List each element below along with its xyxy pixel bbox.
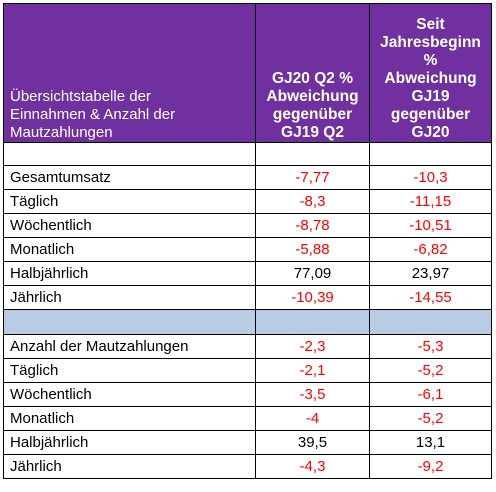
table-row: Monatlich -5,88 -6,82 [3,237,492,262]
ytd-value: -10,51 [369,213,492,238]
table-row: Wöchentlich -8,78 -10,51 [3,213,492,238]
header-label-cell: Übersichtstabelle der Einnahmen & Anzahl… [3,3,256,143]
ytd-value: -6,1 [369,382,492,407]
separator-cell [3,309,256,335]
row-label: Jährlich [3,285,256,310]
table-row: Halbjährlich 77,09 23,97 [3,261,492,286]
q2-value: -3,5 [255,382,370,407]
table-row: Monatlich -4 -5,2 [3,406,492,431]
header-ytd-line: Jahresbeginn [380,34,481,51]
q2-value: 77,09 [255,261,370,286]
table-body: Gesamtumsatz -7,77 -10,3 Täglich -8,3 -11,15 W… [3,142,492,479]
table-row: Halbjährlich 39,5 13,1 [3,430,492,455]
header-ytd-line: Abweichung [384,70,477,87]
row-label: Halbjährlich [3,430,256,455]
ytd-value: -5,2 [369,406,492,431]
blank-row [3,142,492,166]
table-row: Gesamtumsatz -7,77 -10,3 [3,165,492,190]
table-row: Anzahl der Mautzahlungen -2,3 -5,3 [3,334,492,359]
row-label: Monatlich [3,406,256,431]
header-row: Übersichtstabelle der Einnahmen & Anzahl… [3,3,492,143]
ytd-value: -10,3 [369,165,492,190]
header-ytd-line: Seit [416,16,445,33]
header-q2-line: gegenüber [272,106,353,123]
header-q2-cell: GJ20 Q2 % Abweichung gegenüber GJ19 Q2 [255,3,370,143]
header-label-line: Mautzahlungen [10,124,113,141]
header-q2-line: GJ20 Q2 % [272,70,353,87]
header-q2-line: Abweichung [266,88,359,105]
header-label-line: Übersichtstabelle der [10,88,151,105]
header-ytd-line: GJ19 [411,88,450,105]
q2-value: 39,5 [255,430,370,455]
table-row: Wöchentlich -3,5 -6,1 [3,382,492,407]
header-ytd-line: GJ20 [411,124,450,141]
blank-cell [369,142,492,166]
table-row: Jährlich -4,3 -9,2 [3,454,492,479]
row-label: Jährlich [3,454,256,479]
q2-value: -2,3 [255,334,370,359]
table-row: Täglich -2,1 -5,2 [3,358,492,383]
q2-value: -8,78 [255,213,370,238]
q2-value: -2,1 [255,358,370,383]
header-ytd-line: gegenüber [390,106,471,123]
row-label: Täglich [3,189,256,214]
row-label: Monatlich [3,237,256,262]
table-row: Täglich -8,3 -11,15 [3,189,492,214]
row-label: Halbjährlich [3,261,256,286]
ytd-value: -9,2 [369,454,492,479]
table-row: Jährlich -10,39 -14,55 [3,285,492,310]
row-label: Täglich [3,358,256,383]
q2-value: -4,3 [255,454,370,479]
ytd-value: -11,15 [369,189,492,214]
blank-cell [255,142,370,166]
separator-row [3,309,492,335]
row-label: Wöchentlich [3,213,256,238]
q2-value: -10,39 [255,285,370,310]
ytd-value: -14,55 [369,285,492,310]
header-q2-line: GJ19 Q2 [281,124,344,141]
ytd-value: -5,2 [369,358,492,383]
header-ytd-line: % [423,52,438,69]
header-ytd-cell: Seit Jahresbeginn % Abweichung GJ19 gege… [369,3,492,143]
separator-cell [369,309,492,335]
ytd-value: 23,97 [369,261,492,286]
row-label: Gesamtumsatz [3,165,256,190]
ytd-value: 13,1 [369,430,492,455]
ytd-value: -5,3 [369,334,492,359]
q2-value: -8,3 [255,189,370,214]
separator-cell [255,309,370,335]
ytd-value: -6,82 [369,237,492,262]
header-label-line: Einnahmen & Anzahl der [10,106,176,123]
blank-cell [3,142,256,166]
summary-table: Übersichtstabelle der Einnahmen & Anzahl… [3,3,492,479]
row-label: Wöchentlich [3,382,256,407]
q2-value: -5,88 [255,237,370,262]
q2-value: -4 [255,406,370,431]
row-label: Anzahl der Mautzahlungen [3,334,256,359]
q2-value: -7,77 [255,165,370,190]
